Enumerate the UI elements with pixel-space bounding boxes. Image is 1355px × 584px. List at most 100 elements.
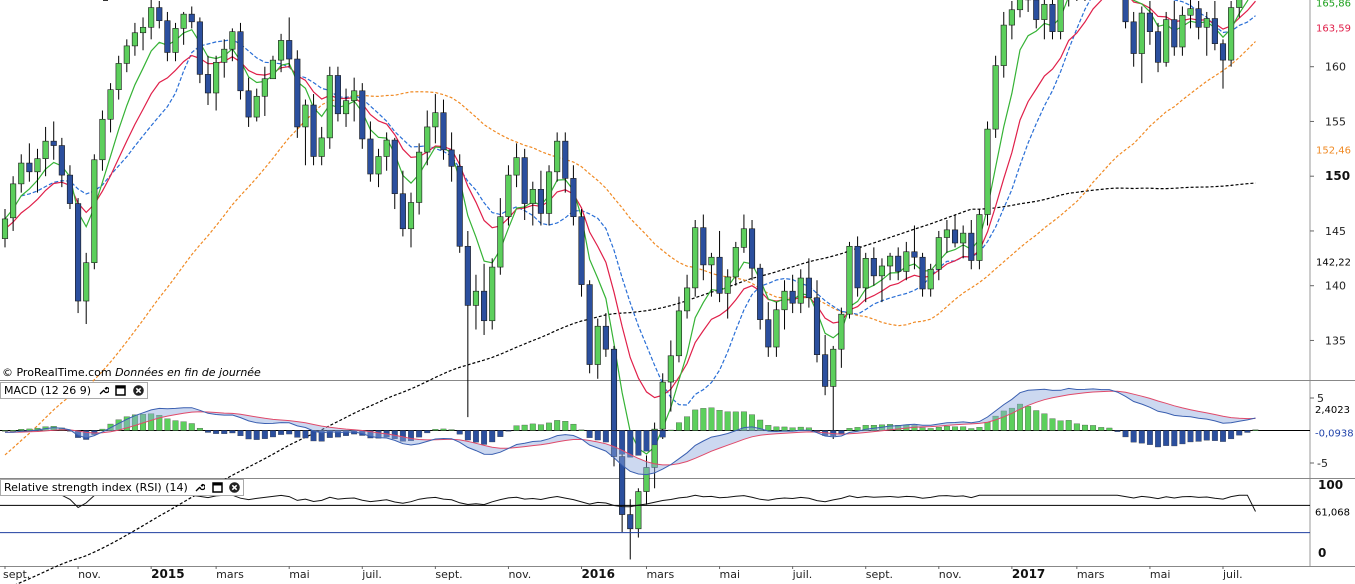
candle xyxy=(83,252,90,325)
candle-up xyxy=(123,45,130,64)
candle xyxy=(456,154,463,253)
price-tick-label: 150 xyxy=(1325,169,1350,183)
candle-down xyxy=(619,456,626,515)
macd-hist-bar xyxy=(749,414,755,431)
candle xyxy=(75,198,82,314)
candle xyxy=(464,230,471,418)
candle xyxy=(253,88,260,122)
candle-up xyxy=(34,158,41,173)
macd-hist-bar xyxy=(367,430,374,439)
price-tag-label: 152,46 xyxy=(1316,145,1351,156)
macd-hist-bar xyxy=(708,407,715,431)
macd-hist-bar xyxy=(1171,430,1178,447)
macd-hist-bar xyxy=(245,430,252,440)
candle-up xyxy=(489,266,496,322)
rsi-header: Relative strength index (RSI) (14) xyxy=(0,479,245,496)
macd-hist-bar xyxy=(1179,430,1186,445)
candle-up xyxy=(992,65,999,130)
candle xyxy=(237,22,244,100)
candle xyxy=(334,66,341,122)
macd-hist-bar xyxy=(611,430,617,449)
x-tick-label: sept. xyxy=(866,568,893,581)
candle xyxy=(919,252,926,297)
candle-up xyxy=(1228,7,1235,61)
macd-header: MACD (12 26 9) xyxy=(0,382,148,399)
candle-up xyxy=(326,75,333,139)
candle-up xyxy=(943,229,950,238)
price-tick-label: 140 xyxy=(1325,280,1346,293)
macd-hist-bar xyxy=(261,430,268,439)
candle-down xyxy=(66,174,74,204)
candle-up xyxy=(1016,0,1024,11)
candle-down xyxy=(968,232,975,261)
candle xyxy=(1219,39,1227,89)
candle xyxy=(50,121,57,160)
candle-down xyxy=(822,354,829,387)
candle xyxy=(1228,1,1235,67)
macd-hist-bar xyxy=(521,424,528,431)
candle xyxy=(302,99,309,166)
x-tick-label: sept. xyxy=(3,568,30,581)
candle-up xyxy=(1057,0,1064,32)
macd-hist-bar xyxy=(1211,430,1218,441)
candle xyxy=(1187,0,1194,29)
candle xyxy=(139,17,147,51)
rsi-line xyxy=(5,494,1256,512)
macd-hist-bar xyxy=(131,414,138,431)
candle xyxy=(692,220,699,297)
x-tick-label: nov. xyxy=(508,568,531,581)
candle xyxy=(1016,0,1024,18)
macd-hist-bar xyxy=(546,422,552,431)
wrench-icon[interactable] xyxy=(98,385,109,396)
x-tick-label: mars xyxy=(646,568,674,581)
candle-down xyxy=(26,162,33,173)
maximize-icon[interactable] xyxy=(212,482,223,493)
candle-down xyxy=(156,7,163,22)
macd-hist-bar xyxy=(294,430,301,438)
candle-up xyxy=(830,348,837,387)
x-tick-label: mars xyxy=(216,568,244,581)
candle-down xyxy=(1195,8,1202,28)
candle xyxy=(960,225,967,259)
candle xyxy=(781,280,788,330)
macd-hist-bar xyxy=(1098,427,1105,431)
wrench-icon[interactable] xyxy=(194,482,206,493)
candle-up xyxy=(269,59,277,80)
candle-down xyxy=(537,189,544,214)
candle xyxy=(505,165,512,226)
candle-up xyxy=(10,183,17,219)
candle xyxy=(895,247,902,281)
candle-up xyxy=(984,128,991,215)
candle xyxy=(391,137,398,210)
candle xyxy=(911,225,918,270)
candle xyxy=(1154,22,1162,73)
candle xyxy=(1130,11,1137,67)
macd-hist-bar xyxy=(473,430,479,443)
macd-hist-bar xyxy=(1252,429,1259,431)
candle xyxy=(976,209,983,270)
candle xyxy=(724,269,731,319)
close-icon[interactable] xyxy=(229,482,241,493)
macd-hist-bar xyxy=(846,428,853,431)
candle xyxy=(748,220,756,281)
candle-down xyxy=(286,40,293,60)
candle xyxy=(26,143,33,182)
candle-down xyxy=(911,251,918,258)
candle xyxy=(529,181,536,226)
candle xyxy=(1122,0,1129,29)
macd-hist-bar xyxy=(464,430,471,441)
close-icon[interactable] xyxy=(132,385,144,396)
candle-down xyxy=(1122,0,1129,23)
candle-down xyxy=(334,75,341,115)
maximize-icon[interactable] xyxy=(115,385,126,396)
candle-up xyxy=(375,156,382,175)
candle-up xyxy=(1041,3,1048,20)
candle-up xyxy=(1,218,9,239)
candle xyxy=(935,230,942,281)
candle xyxy=(716,230,723,303)
candle-up xyxy=(846,245,853,315)
candle xyxy=(229,28,236,62)
macd-hist-bar xyxy=(1195,430,1202,442)
macd-hist-bar xyxy=(562,421,569,431)
